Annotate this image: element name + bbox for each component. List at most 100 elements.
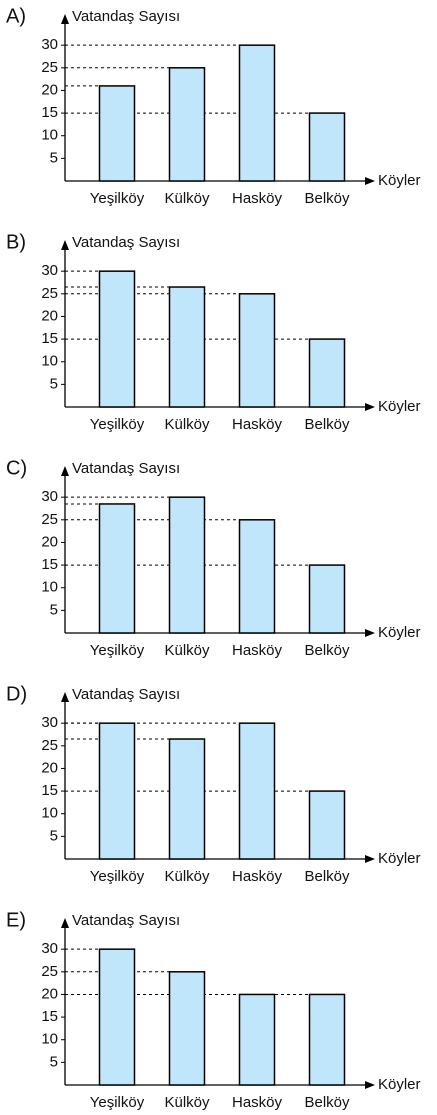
- x-tick-label: Külköy: [164, 1094, 210, 1111]
- y-axis-label: Vatandaş Sayısı: [72, 912, 180, 929]
- bar: [240, 45, 275, 181]
- x-axis-label: Köyler: [378, 1076, 421, 1093]
- chart: A) Vatandaş Sayısı Köyler 5 10 15 20 25 30 Yeşilk…: [6, 5, 421, 207]
- page: A) Vatandaş Sayısı Köyler 5 10 15 20 25 30 Yeşilk…: [0, 0, 437, 1115]
- x-tick-label: Belköy: [304, 642, 350, 659]
- x-axis-arrow: [365, 855, 375, 863]
- bar: [170, 68, 205, 181]
- y-tick-label: 10: [41, 127, 58, 144]
- x-tick-label: Belköy: [304, 416, 350, 433]
- bar: [310, 994, 345, 1085]
- bars: [100, 949, 345, 1085]
- option-label: C): [6, 457, 27, 479]
- x-tick-label: Hasköy: [232, 642, 283, 659]
- x-axis-arrow: [365, 177, 375, 185]
- y-tick-label: 5: [50, 149, 58, 166]
- bar: [240, 520, 275, 633]
- y-axis-arrow: [61, 14, 69, 24]
- bar: [240, 723, 275, 859]
- y-tick-label: 5: [50, 375, 58, 392]
- y-tick-label: 25: [41, 511, 58, 528]
- bar: [170, 287, 205, 407]
- x-tick-label: Hasköy: [232, 868, 283, 885]
- x-axis-label: Köyler: [378, 172, 421, 189]
- y-tick-label: 15: [41, 556, 58, 573]
- chart: D)Vatandaş SayısıKöyler51015202530Yeşilk…: [6, 683, 421, 885]
- y-tick-label: 25: [41, 963, 58, 980]
- bar: [240, 994, 275, 1085]
- bar: [310, 791, 345, 859]
- chart: B)Vatandaş SayısıKöyler51015202530Yeşilk…: [6, 231, 421, 433]
- option-label: A): [6, 5, 26, 27]
- bar: [310, 339, 345, 407]
- y-tick-label: 30: [41, 714, 58, 731]
- x-axis-label: Köyler: [378, 850, 421, 867]
- y-tick-label: 5: [50, 1053, 58, 1070]
- x-tick-label: Yeşilköy: [90, 868, 145, 885]
- y-axis-label: Vatandaş Sayısı: [72, 460, 180, 477]
- y-tick-label: 20: [41, 985, 58, 1002]
- y-axis-label: Vatandaş Sayısı: [72, 686, 180, 703]
- y-tick-label: 30: [41, 36, 58, 53]
- x-tick-label: Belköy: [304, 190, 350, 207]
- x-tick-label: Yeşilköy: [90, 642, 145, 659]
- y-tick-label: 15: [41, 782, 58, 799]
- y-tick-label: 10: [41, 1031, 58, 1048]
- y-tick-label: 25: [41, 59, 58, 76]
- y-tick-label: 20: [41, 81, 58, 98]
- y-tick-label: 5: [50, 827, 58, 844]
- bar: [100, 271, 135, 407]
- y-tick-label: 20: [41, 759, 58, 776]
- bar: [100, 504, 135, 633]
- bar: [310, 113, 345, 181]
- y-tick-label: 15: [41, 104, 58, 121]
- y-axis-label: Vatandaş Sayısı: [72, 234, 180, 251]
- y-axis-arrow: [61, 692, 69, 702]
- x-tick-label: Hasköy: [232, 1094, 283, 1111]
- x-tick-label: Hasköy: [232, 416, 283, 433]
- y-tick-label: 10: [41, 805, 58, 822]
- bar: [100, 86, 135, 181]
- bar: [100, 723, 135, 859]
- y-tick-label: 15: [41, 1008, 58, 1025]
- x-tick-label: Külköy: [164, 642, 210, 659]
- option-label: E): [6, 909, 26, 931]
- y-axis-arrow: [61, 240, 69, 250]
- bar: [170, 972, 205, 1085]
- chart: E) Vatandaş Sayısı Köyler 5 10 15 20 25 30 Yeşilk…: [6, 909, 421, 1111]
- y-tick-label: 15: [41, 330, 58, 347]
- y-axis-arrow: [61, 466, 69, 476]
- y-tick-label: 20: [41, 307, 58, 324]
- chart: C) Vatandaş Sayısı Köyler 5 10 15 20 25 30 Yeşilk…: [6, 457, 421, 659]
- x-axis-arrow: [365, 1081, 375, 1089]
- bar: [310, 565, 345, 633]
- x-tick-label: Yeşilköy: [90, 416, 145, 433]
- y-tick-label: 30: [41, 262, 58, 279]
- x-tick-label: Hasköy: [232, 190, 283, 207]
- bar: [170, 497, 205, 633]
- x-axis-arrow: [365, 403, 375, 411]
- y-tick-label: 10: [41, 353, 58, 370]
- y-tick-label: 5: [50, 601, 58, 618]
- y-axis-arrow: [61, 918, 69, 928]
- bar: [170, 739, 205, 859]
- x-axis-label: Köyler: [378, 398, 421, 415]
- x-tick-label: Yeşilköy: [90, 1094, 145, 1111]
- x-tick-label: Külköy: [164, 190, 210, 207]
- y-axis-label: Vatandaş Sayısı: [72, 8, 180, 25]
- y-tick-label: 10: [41, 579, 58, 596]
- x-axis-label: Köyler: [378, 624, 421, 641]
- y-tick-label: 30: [41, 488, 58, 505]
- y-tick-label: 30: [41, 940, 58, 957]
- x-axis-arrow: [365, 629, 375, 637]
- bar: [100, 949, 135, 1085]
- bar: [240, 294, 275, 407]
- x-tick-label: Yeşilköy: [90, 190, 145, 207]
- x-tick-label: Belköy: [304, 868, 350, 885]
- x-tick-label: Külköy: [164, 416, 210, 433]
- x-tick-label: Belköy: [304, 1094, 350, 1111]
- x-tick-label: Külköy: [164, 868, 210, 885]
- option-label: D): [6, 683, 27, 705]
- option-label: B): [6, 231, 26, 253]
- y-tick-label: 20: [41, 533, 58, 550]
